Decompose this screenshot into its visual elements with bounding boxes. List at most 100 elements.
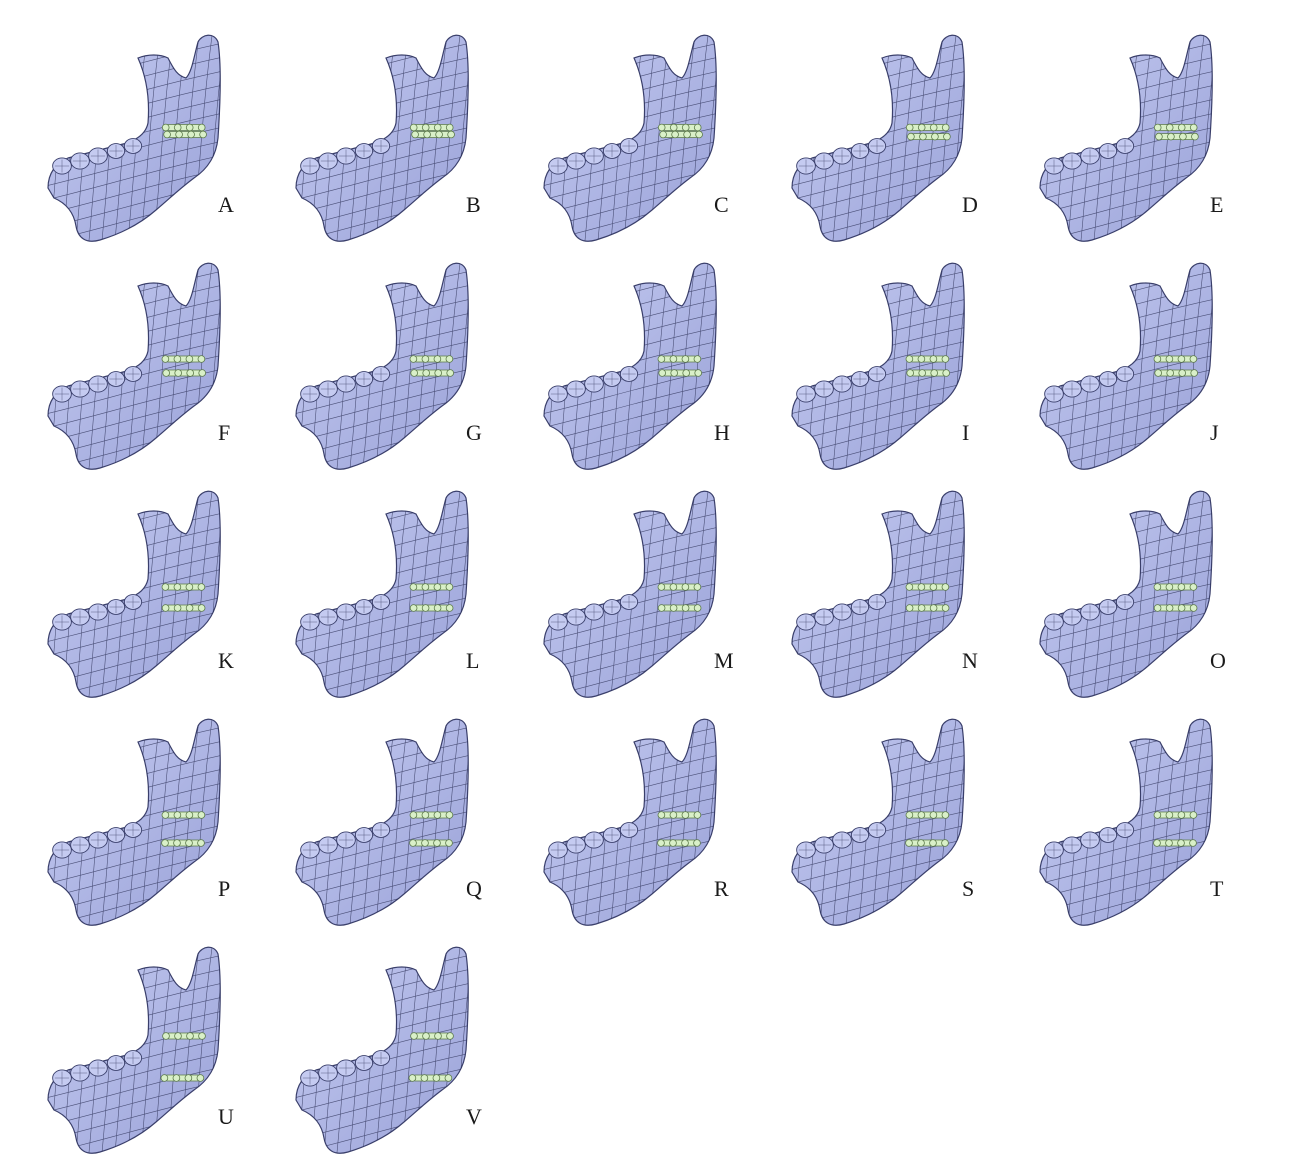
panel-c: C: [524, 28, 774, 260]
miniplate-2: [411, 130, 455, 139]
mandible-body: [295, 490, 469, 698]
mandible-body: [47, 718, 221, 926]
mandible-body: [543, 34, 717, 242]
teeth-row: [300, 366, 391, 403]
miniplate-1: [161, 811, 206, 819]
mandible-body: [47, 490, 221, 698]
panel-t: T: [1020, 712, 1270, 944]
miniplate-1: [1153, 355, 1198, 363]
teeth-row: [796, 138, 887, 175]
miniplate-2: [659, 130, 703, 139]
panel-label: G: [466, 420, 482, 445]
mandible-model-c: [543, 34, 717, 242]
mandible-body: [543, 718, 717, 926]
mandible-body: [295, 718, 469, 926]
mandible-model-b: [295, 34, 469, 242]
panel-label: N: [962, 648, 978, 673]
panel-label: T: [1210, 876, 1224, 901]
panel-v: V: [276, 940, 526, 1172]
miniplate-1: [161, 355, 206, 363]
panel-label: R: [714, 876, 729, 901]
teeth-row: [548, 822, 639, 859]
mandible-body: [295, 34, 469, 242]
miniplate-2: [161, 839, 205, 847]
miniplate-2: [907, 132, 951, 141]
mandible-body: [543, 262, 717, 470]
mandible-body: [47, 262, 221, 470]
panel-f: F: [28, 256, 278, 488]
mandible-body: [1039, 262, 1213, 470]
panel-label: M: [714, 648, 734, 673]
panel-u: U: [28, 940, 278, 1172]
miniplate-2: [905, 604, 950, 612]
panel-label: L: [466, 648, 480, 673]
panel-h: H: [524, 256, 774, 488]
mandible-model-f: [47, 262, 221, 470]
mandible-model-m: [543, 490, 717, 698]
panel-m: M: [524, 484, 774, 716]
panel-label: E: [1210, 192, 1224, 217]
miniplate-1: [162, 1032, 206, 1040]
mandible-model-j: [1039, 262, 1213, 470]
miniplate-2: [408, 1074, 453, 1082]
mandible-model-r: [543, 718, 717, 926]
teeth-row: [548, 366, 639, 403]
mandible-model-a: [47, 34, 221, 242]
teeth-row: [796, 366, 887, 403]
panel-i: I: [772, 256, 1022, 488]
teeth-row: [1044, 138, 1135, 175]
miniplate-2: [162, 369, 207, 377]
panel-r: R: [524, 712, 774, 944]
miniplate-2: [657, 839, 701, 847]
miniplate-1: [905, 811, 950, 819]
mandible-model-h: [543, 262, 717, 470]
panel-k: K: [28, 484, 278, 716]
mandible-body: [1039, 34, 1213, 242]
panel-o: O: [1020, 484, 1270, 716]
miniplate-2: [1155, 132, 1199, 141]
panel-label: J: [1210, 420, 1219, 445]
miniplate-1: [161, 123, 206, 132]
teeth-row: [300, 822, 391, 859]
panel-label: O: [1210, 648, 1226, 673]
mandible-body: [295, 262, 469, 470]
mandible-body: [1039, 718, 1213, 926]
mandible-body: [1039, 490, 1213, 698]
panel-label: Q: [466, 876, 482, 901]
mandible-body: [47, 946, 221, 1154]
teeth-row: [52, 138, 143, 175]
teeth-row: [1044, 822, 1135, 859]
miniplate-1: [1153, 123, 1198, 132]
mandible-body: [543, 490, 717, 698]
panel-l: L: [276, 484, 526, 716]
mandible-model-p: [47, 718, 221, 926]
mandible-model-e: [1039, 34, 1213, 242]
mandible-model-i: [791, 262, 965, 470]
miniplate-1: [657, 123, 702, 132]
miniplate-2: [410, 369, 455, 377]
miniplate-2: [1153, 604, 1198, 612]
teeth-row: [52, 366, 143, 403]
miniplate-1: [657, 355, 702, 363]
miniplate-2: [163, 130, 207, 139]
panel-j: J: [1020, 256, 1270, 488]
mandible-model-u: [47, 946, 221, 1154]
mandible-body: [791, 34, 965, 242]
panel-b: B: [276, 28, 526, 260]
mandible-model-g: [295, 262, 469, 470]
miniplate-2: [658, 369, 703, 377]
miniplate-1: [409, 355, 454, 363]
mandible-body: [791, 490, 965, 698]
mandible-body: [791, 262, 965, 470]
panel-label: V: [466, 1104, 482, 1129]
miniplate-1: [905, 123, 950, 132]
miniplate-2: [906, 369, 951, 377]
teeth-row: [52, 594, 143, 631]
teeth-row: [796, 594, 887, 631]
panel-s: S: [772, 712, 1022, 944]
miniplate-1: [657, 811, 702, 819]
mandible-body: [47, 34, 221, 242]
teeth-row: [548, 138, 639, 175]
mandible-model-o: [1039, 490, 1213, 698]
